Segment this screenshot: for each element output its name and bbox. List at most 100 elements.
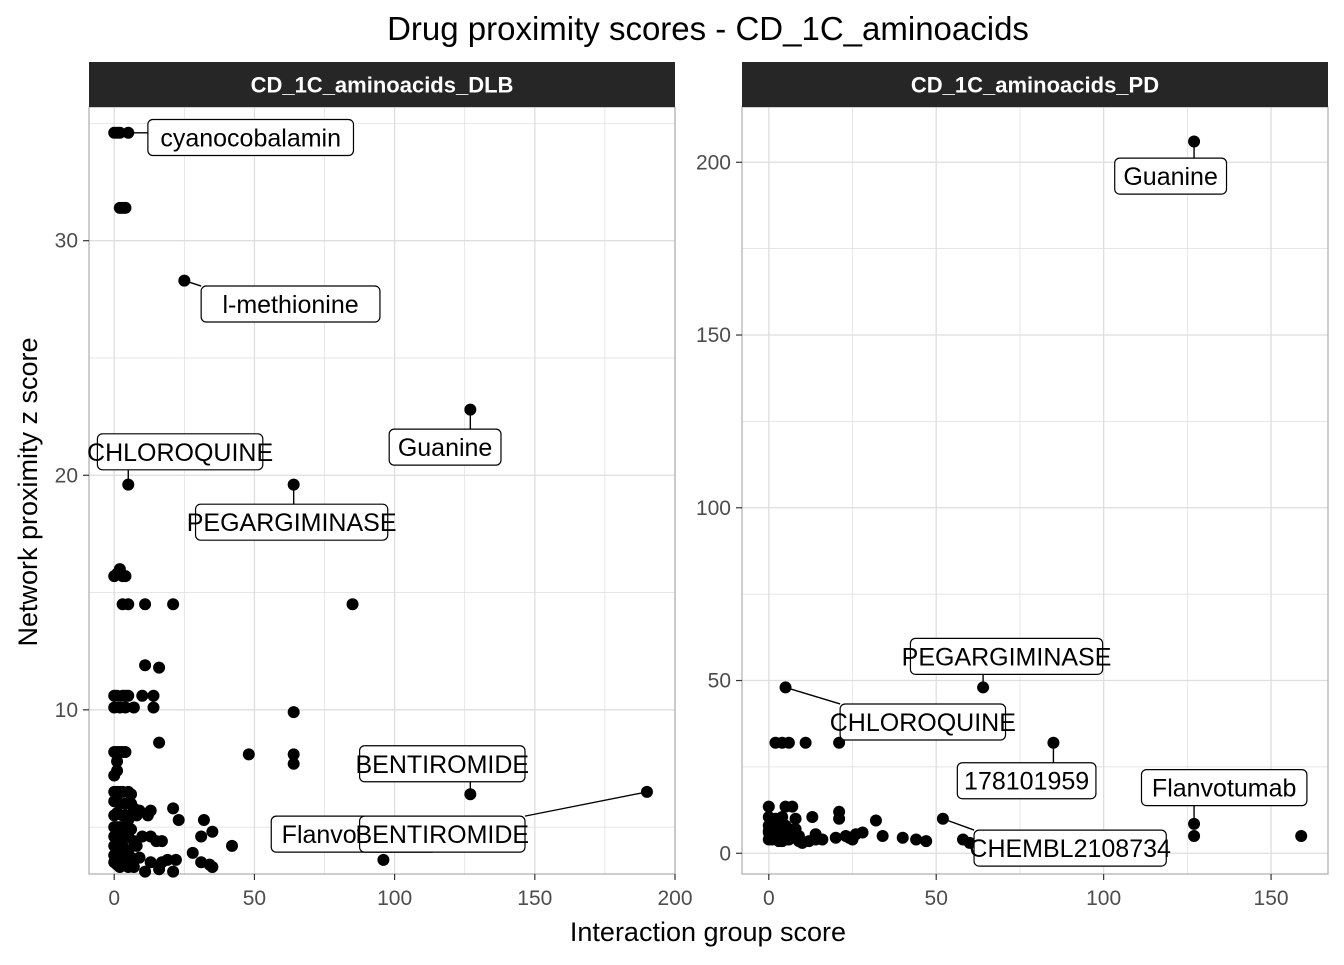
point-label-box [194,503,389,541]
data-point [833,812,846,825]
data-point [167,865,180,878]
data-point [178,274,191,287]
data-point [147,701,160,714]
data-point [920,835,933,848]
data-point [130,839,143,852]
point-label-text: Flanvotumab [1152,775,1297,803]
data-point [829,831,842,844]
data-point [119,201,132,214]
data-point [111,755,124,768]
panels: CD_1C_aminoacids_DLB 0 50 100 150 200 10 20 30 cy… [55,62,1329,910]
data-point [122,689,135,702]
y-tick-label: 150 [696,324,731,347]
data-point [640,785,653,798]
data-point [133,851,146,864]
point-label-box [909,637,1104,675]
data-point [963,836,976,849]
data-point [122,478,135,491]
y-tick-label: 20 [55,464,78,487]
data-point [762,800,775,813]
point-label: cyanocobalamin [147,118,355,157]
data-point [816,833,829,846]
data-point [122,126,135,139]
data-point [206,825,219,838]
data-point [155,835,168,848]
data-point [849,828,862,841]
data-point [139,598,152,611]
data-point [153,736,166,749]
data-point [113,860,126,873]
point-label: CHEMBL2108734 [969,829,1171,867]
x-tick-label: 150 [1254,887,1289,910]
point-label-text: Guanine [398,434,493,462]
point-label-box [96,433,264,471]
data-point [1188,817,1201,830]
point-label-text: CHLOROQUINE [830,709,1016,737]
point-label-box [973,829,1167,867]
data-point [195,830,208,843]
data-point [206,860,219,873]
point-label: Guanine [388,428,502,466]
point-label: CHLOROQUINE [87,433,273,471]
data-point [1188,829,1201,842]
data-point [287,748,300,761]
data-point [1295,829,1308,842]
data-point [169,853,182,866]
data-point [122,598,135,611]
data-point [113,126,126,139]
point-label: BENTIROMIDE [355,815,529,853]
panel-background [742,107,1328,874]
data-point [876,829,889,842]
data-point [464,403,477,416]
data-point [127,860,140,873]
y-tick-label: 100 [696,497,731,520]
data-point [119,701,132,714]
point-label-text: PEGARGIMINASE [902,643,1112,671]
facet-strip-label: CD_1C_aminoacids_DLB [251,73,514,98]
point-label-box [147,118,355,157]
chart-title: Drug proximity scores - CD_1C_aminoacids [387,10,1029,47]
data-point [789,812,802,825]
data-point [139,659,152,672]
data-point [172,814,185,827]
data-point [910,833,923,846]
data-point [1047,736,1060,749]
data-point [287,478,300,491]
label-leader-line [785,686,841,705]
data-point [936,812,949,825]
point-label: PEGARGIMINASE [187,503,397,541]
point-label-box [1114,157,1228,195]
y-tick-label: 200 [696,151,731,174]
data-point [464,788,477,801]
data-point [225,839,238,852]
point-label-text: BENTIROMIDE [355,751,529,779]
data-point [806,810,819,823]
x-tick-label: 50 [243,887,266,910]
data-point [186,846,199,859]
point-label-box [956,762,1097,800]
x-tick-label: 100 [1086,887,1121,910]
data-point [111,764,124,777]
data-point [779,681,792,694]
point-label-box [358,745,526,783]
point-label: l-methionine [200,285,381,323]
x-tick-label: 200 [657,887,692,910]
point-label: 178101959 [956,762,1097,800]
data-point [161,853,174,866]
data-point [977,681,990,694]
data-point [125,851,138,864]
x-tick-label: 0 [763,887,775,910]
facet-strip [89,62,675,107]
point-label-text: CHLOROQUINE [87,439,273,467]
y-tick-label: 30 [55,230,78,253]
point-label-box [839,703,1007,741]
data-point [799,736,812,749]
point-label-box [388,428,502,466]
y-axis-label: Network proximity z score [13,337,43,646]
data-point [287,757,300,770]
data-point [136,689,149,702]
data-point [127,701,140,714]
point-label-text: BENTIROMIDE [355,821,529,849]
data-point [346,598,359,611]
